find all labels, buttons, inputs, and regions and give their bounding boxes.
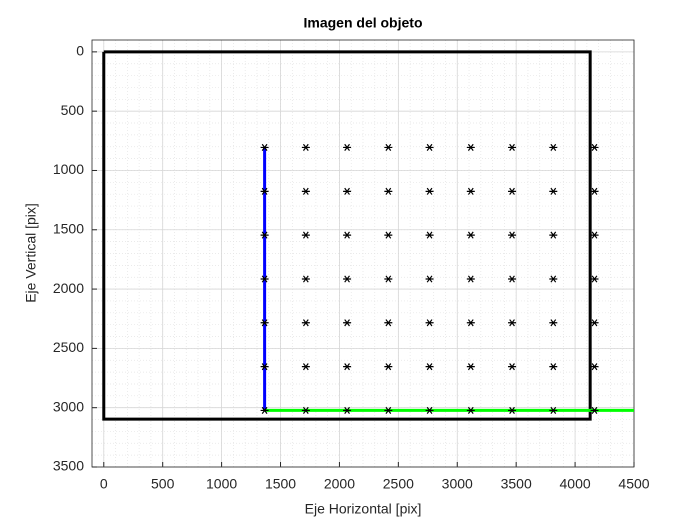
point	[260, 406, 269, 414]
point	[549, 231, 558, 239]
point	[384, 143, 393, 152]
point	[343, 319, 352, 327]
point	[384, 231, 393, 239]
y-tick-label: 1000	[53, 161, 84, 177]
point	[590, 143, 599, 152]
point	[343, 406, 352, 414]
point	[301, 231, 310, 239]
x-tick-label: 500	[151, 476, 175, 492]
point	[301, 187, 310, 195]
point	[260, 275, 269, 283]
point	[466, 231, 475, 239]
point	[425, 363, 434, 371]
plot-content	[102, 50, 634, 421]
y-tick-label: 2000	[53, 280, 84, 296]
point	[508, 231, 517, 239]
point	[590, 319, 599, 327]
point	[384, 275, 393, 283]
y-axis-label: Eje Vertical [pix]	[23, 203, 39, 303]
point	[301, 406, 310, 414]
x-axis-label: Eje Horizontal [pix]	[305, 501, 422, 517]
point	[384, 187, 393, 195]
x-tick-label: 2000	[324, 476, 355, 492]
point	[260, 231, 269, 239]
point	[343, 187, 352, 195]
x-tick-label: 4000	[560, 476, 591, 492]
point	[466, 143, 475, 152]
point	[549, 143, 558, 152]
point	[508, 406, 517, 414]
point	[260, 143, 269, 152]
point	[343, 143, 352, 152]
y-tick-label: 3000	[53, 398, 84, 414]
y-tick-label: 3500	[53, 458, 84, 474]
point	[466, 275, 475, 283]
point	[508, 143, 517, 152]
point	[508, 319, 517, 327]
point	[590, 231, 599, 239]
y-tick-label: 0	[76, 43, 84, 59]
point	[384, 319, 393, 327]
point	[425, 319, 434, 327]
point	[508, 187, 517, 195]
point	[384, 406, 393, 414]
point	[425, 187, 434, 195]
point	[425, 275, 434, 283]
point	[549, 363, 558, 371]
point	[343, 363, 352, 371]
chart-title: Imagen del objeto	[303, 15, 422, 31]
x-tick-label: 3000	[442, 476, 473, 492]
point	[590, 363, 599, 371]
point	[425, 143, 434, 152]
x-tick-label: 4500	[618, 476, 649, 492]
point	[260, 187, 269, 195]
point	[590, 187, 599, 195]
point	[301, 363, 310, 371]
y-tick-label: 2500	[53, 339, 84, 355]
point	[301, 143, 310, 152]
point	[260, 319, 269, 327]
x-tick-label: 0	[100, 476, 108, 492]
point	[549, 187, 558, 195]
point	[301, 275, 310, 283]
line	[102, 50, 592, 421]
y-tick-label: 500	[61, 102, 85, 118]
point	[425, 406, 434, 414]
point	[590, 275, 599, 283]
point	[466, 187, 475, 195]
axes-box	[91, 39, 635, 468]
point	[301, 319, 310, 327]
point	[466, 406, 475, 414]
y-tick-label: 1500	[53, 220, 84, 236]
point	[508, 275, 517, 283]
point	[508, 363, 517, 371]
x-tick-label: 2500	[383, 476, 414, 492]
point	[549, 406, 558, 414]
x-tick-label: 1000	[206, 476, 237, 492]
x-tick-label: 3500	[501, 476, 532, 492]
point	[549, 275, 558, 283]
point	[590, 406, 599, 414]
point	[343, 275, 352, 283]
point	[466, 319, 475, 327]
x-tick-label: 1500	[265, 476, 296, 492]
point	[343, 231, 352, 239]
point	[384, 363, 393, 371]
point	[260, 363, 269, 371]
point	[466, 363, 475, 371]
point	[425, 231, 434, 239]
point	[549, 319, 558, 327]
